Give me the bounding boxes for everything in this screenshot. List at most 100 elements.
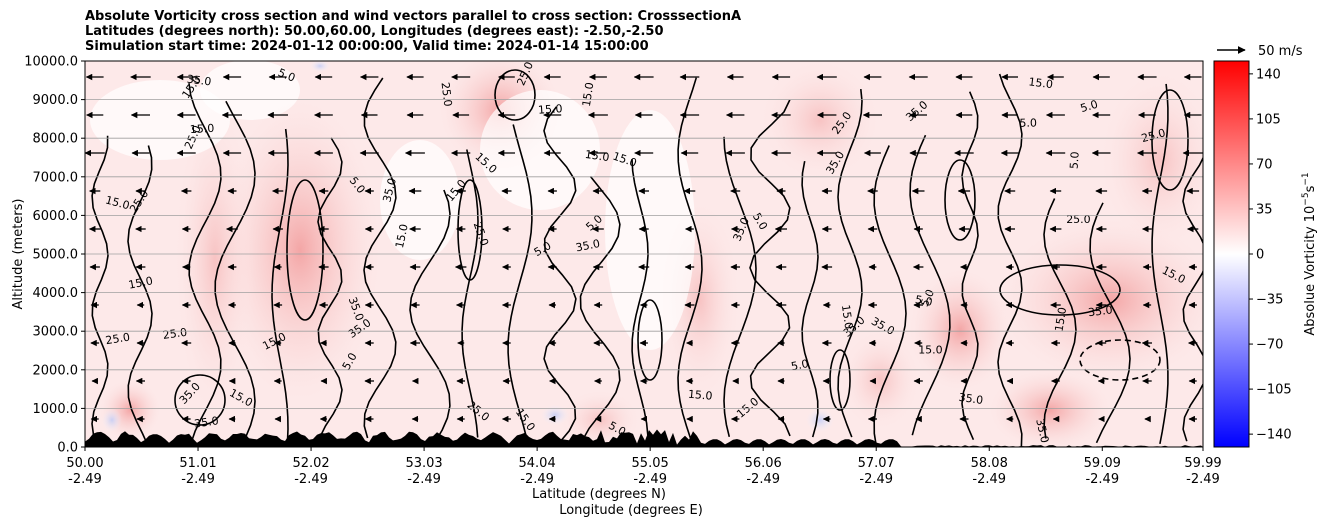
vorticity-shade-4 [1100,70,1203,250]
vorticity-shade-11 [840,330,920,430]
contour-label: 25.0 [439,81,455,107]
contour-line-21 [997,73,1023,447]
vorticity-negative-2 [102,408,122,432]
contour-loop-9 [944,159,976,241]
contour-label: 15.0 [393,223,411,250]
terrain-silhouette [85,429,1203,447]
vorticity-shade-1 [175,100,255,420]
contour-line-3 [214,100,256,438]
colorbar-label-suffix-exp: −1 [1301,172,1311,185]
contour-label: 35.0 [193,414,219,430]
contour-loop-6 [1079,339,1161,381]
contour-line-7 [409,189,451,443]
x-tick-label-lon-3: -2.49 [407,472,441,487]
contour-label: 25.0 [162,326,188,342]
contour-loop-5 [829,349,851,411]
x-tick-label-lon-6: -2.49 [746,472,780,487]
contour-line-23 [1089,202,1131,444]
vorticity-low-3 [380,140,460,260]
x-tick-label-lat-4: 54.04 [519,456,556,471]
colorbar-gradient [1213,60,1250,448]
colorbar-ticks: 140 105 70 35 0 −35 −70 −105 −140 [1249,67,1292,443]
x-tick-label-lon-10: -2.49 [1186,472,1220,487]
contour-line-20 [961,91,979,441]
contour-label: 25.0 [1140,126,1167,145]
contour-label: 35.0 [575,237,602,254]
x-tick-label-lat-6: 56.06 [745,456,782,471]
contour-label: 15.0 [1053,306,1070,332]
x-tick-label-lon-1: -2.49 [181,472,215,487]
x-axis-label-latitude: Latitude (degrees N) [532,487,666,502]
contour-label: 25.0 [1066,213,1091,226]
vorticity-shade-6 [760,61,880,180]
contour-label: 35.0 [380,177,399,204]
y-tick-label-3: 3000.0 [33,325,79,340]
x-tick-label-lat-10: 59.99 [1184,456,1221,471]
x-tick-label-lon-7: -2.49 [859,472,893,487]
colorbar: 140 105 70 35 0 −35 −70 −105 −140 Absolue Vortic… [1213,60,1318,448]
contour-line-5 [317,137,343,439]
colorbar-tick-label-6: −70 [1256,338,1283,353]
x-tick-label-lat-9: 59.09 [1084,456,1121,471]
colorbar-label-main: Absolue Vorticity 10 [1303,206,1318,336]
colorbar-label-suffix: s [1303,185,1318,192]
contour-label: 15.0 [687,388,713,403]
x-tick-label-lon-5: -2.49 [633,472,667,487]
contour-loop-4 [1151,89,1189,191]
contour-loop-8 [637,299,663,381]
title-line-3: Simulation start time: 2024-01-12 00:00:… [85,39,649,54]
colorbar-tick-label-8: −140 [1256,428,1292,443]
contour-label: 15.0 [127,274,154,291]
x-axis: 50.00-2.4951.01-2.4952.02-2.4953.03-2.49… [66,447,1222,487]
title-line-1: Absolute Vorticity cross section and win… [85,9,742,24]
contour-line-8 [461,149,479,438]
x-tick-label-lat-8: 58.08 [971,456,1008,471]
contour-line-14 [723,136,757,437]
colorbar-tick-label-0: 140 [1256,67,1281,82]
y-tick-label-8: 8000.0 [33,132,79,147]
contour-label: 35.0 [958,391,984,407]
vorticity-shade-5 [910,270,1010,390]
contour-label: 15.0 [189,122,214,136]
vorticity-negative-3 [310,61,330,72]
wind-vectors [85,73,1203,423]
contour-line-12 [631,158,649,436]
contour-line-17 [837,89,863,438]
x-tick-label-lon-8: -2.49 [972,472,1006,487]
contour-line-15 [749,99,791,437]
colorbar-tick-label-5: −35 [1256,293,1283,308]
contour-line-25 [1182,129,1203,442]
contour-label: 5.0 [790,357,810,373]
contour-line-10 [543,106,577,444]
contour-line-13 [677,77,703,438]
x-tick-label-lon-0: -2.49 [68,472,102,487]
title-line-2: Latitudes (degrees north): 50.00,60.00, … [85,24,664,39]
plot-background [85,61,1203,447]
contour-line-1 [127,145,153,446]
contour-loop-7 [174,374,226,426]
contour-line-18 [873,145,907,446]
x-tick-label-lon-9: -2.49 [1085,472,1119,487]
x-tick-label-lat-1: 51.01 [179,456,216,471]
contour-label: 25.0 [105,330,131,347]
contour-label: 15.0 [918,344,943,357]
y-tick-label-9: 9000.0 [33,93,79,108]
contour-label: 5.0 [1068,151,1082,169]
contour-label: 15.0 [839,304,855,330]
terrain [85,429,1203,447]
contour-label: 35.0 [1087,303,1113,319]
x-tick-label-lon-2: -2.49 [294,472,328,487]
y-tick-label-7: 7000.0 [33,170,79,185]
colorbar-tick-label-7: −105 [1256,383,1292,398]
colorbar-tick-label-1: 105 [1256,112,1281,127]
colorbar-label: Absolue Vorticity 10−5s−1 [1301,172,1318,335]
x-axis-label-longitude: Longitude (degrees E) [559,503,703,518]
y-tick-label-10: 10000.0 [24,55,78,70]
vorticity-negative-1 [806,408,834,432]
vorticity-low-2 [605,110,695,350]
contour-line-24 [1151,83,1169,445]
x-tick-label-lat-3: 53.03 [405,456,442,471]
colorbar-tick-label-3: 35 [1256,202,1273,217]
contour-label: 5.0 [1019,116,1037,129]
